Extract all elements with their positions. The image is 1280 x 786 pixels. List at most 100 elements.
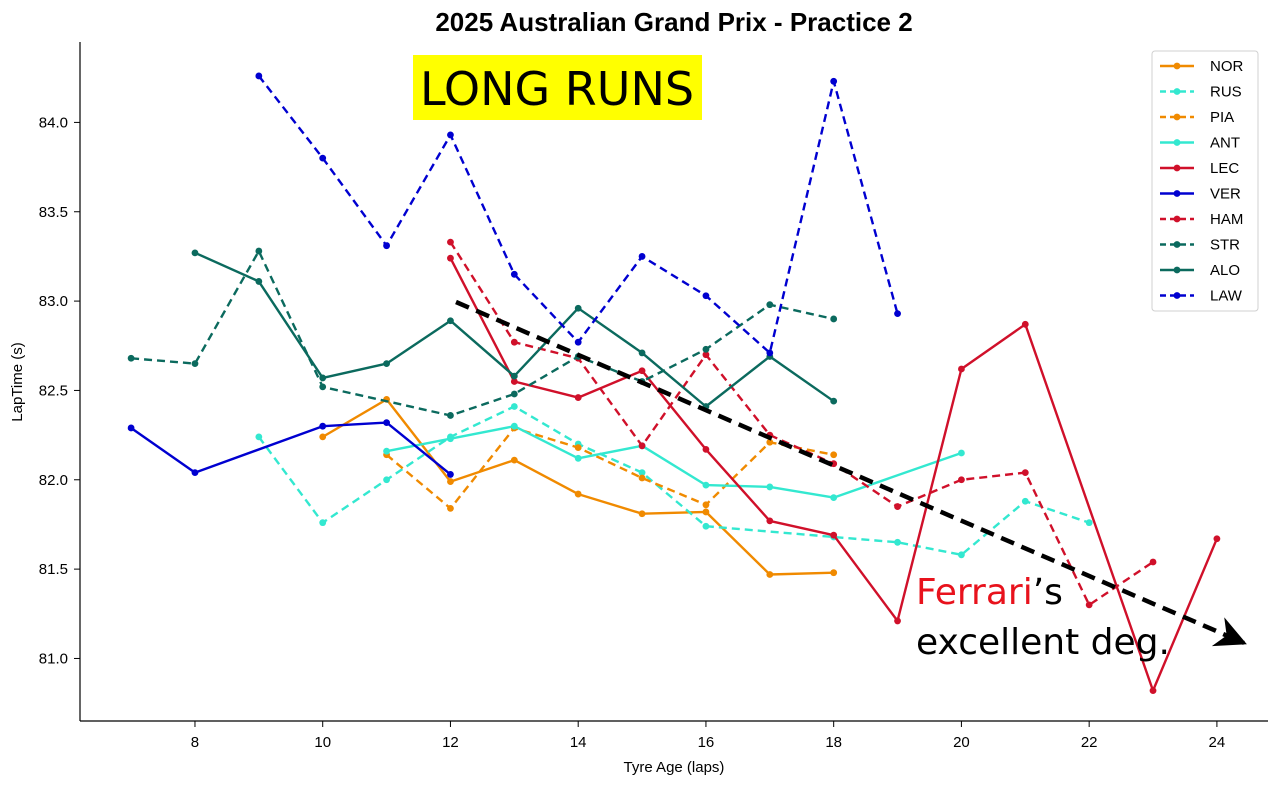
data-point-str bbox=[255, 247, 263, 255]
data-point-alo bbox=[510, 372, 518, 380]
data-point-lec bbox=[638, 367, 646, 375]
data-point-lec bbox=[1213, 535, 1221, 543]
data-point-lec bbox=[447, 254, 454, 262]
legend-marker-pia bbox=[1173, 113, 1181, 121]
data-point-rus bbox=[638, 469, 646, 477]
legend-marker-alo bbox=[1173, 266, 1181, 274]
x-axis-label: Tyre Age (laps) bbox=[624, 759, 725, 776]
x-tick-label: 24 bbox=[1209, 734, 1226, 751]
data-point-lec bbox=[1021, 320, 1029, 328]
legend-marker-law bbox=[1173, 292, 1181, 299]
data-point-pia bbox=[638, 474, 646, 482]
x-tick-label: 12 bbox=[442, 734, 459, 751]
data-point-law bbox=[638, 253, 646, 260]
y-tick-label: 84.0 bbox=[39, 114, 68, 131]
data-point-nor bbox=[702, 508, 710, 516]
legend-marker-ham bbox=[1173, 215, 1181, 223]
data-point-alo bbox=[447, 317, 454, 325]
data-point-lec bbox=[510, 378, 518, 385]
data-point-ham bbox=[894, 503, 901, 510]
data-point-nor bbox=[510, 456, 518, 464]
legend-label-alo: ALO bbox=[1210, 262, 1240, 279]
legend-item-alo: ALO bbox=[1160, 262, 1240, 279]
series-line-pia bbox=[385, 426, 834, 510]
data-point-rus bbox=[255, 433, 263, 441]
data-point-str bbox=[191, 360, 199, 368]
data-point-lec bbox=[1149, 687, 1157, 695]
legend-label-ant: ANT bbox=[1210, 135, 1240, 152]
data-point-lec bbox=[958, 365, 965, 373]
legend-marker-lec bbox=[1173, 164, 1181, 172]
legend-item-lec: LEC bbox=[1160, 160, 1239, 177]
data-point-alo bbox=[255, 278, 263, 285]
legend-item-ant: ANT bbox=[1160, 135, 1240, 152]
data-point-pia bbox=[574, 444, 582, 452]
legend-label-ham: HAM bbox=[1210, 211, 1243, 228]
legend-label-rus: RUS bbox=[1210, 84, 1242, 101]
data-point-lec bbox=[702, 446, 710, 453]
series-alo bbox=[191, 249, 838, 410]
legend-frame bbox=[1151, 50, 1259, 312]
data-point-law bbox=[319, 154, 327, 162]
legend-label-str: STR bbox=[1210, 237, 1240, 254]
legend-item-pia: PIA bbox=[1160, 109, 1234, 126]
data-point-lec bbox=[766, 517, 774, 525]
data-point-nor bbox=[319, 433, 327, 441]
data-point-lec bbox=[894, 617, 901, 625]
data-point-nor bbox=[447, 478, 454, 485]
series-ham bbox=[447, 238, 1157, 609]
data-point-ant bbox=[383, 447, 390, 455]
series-lec bbox=[447, 254, 1221, 695]
data-point-str bbox=[766, 301, 774, 309]
axes bbox=[79, 42, 1268, 722]
data-point-rus bbox=[1085, 519, 1093, 527]
data-point-ham bbox=[510, 338, 518, 346]
x-tick-label: 22 bbox=[1081, 734, 1098, 751]
series-line-lec bbox=[449, 257, 1219, 692]
note-possessive: ’s bbox=[1033, 572, 1063, 613]
legend-label-law: LAW bbox=[1210, 288, 1243, 305]
data-point-alo bbox=[191, 249, 199, 257]
data-point-law bbox=[574, 338, 582, 346]
legend-label-pia: PIA bbox=[1210, 109, 1234, 126]
note-line-2: excellent deg. bbox=[916, 622, 1170, 663]
x-tick-label: 18 bbox=[825, 734, 842, 751]
data-point-law bbox=[766, 349, 774, 357]
data-point-alo bbox=[830, 397, 838, 405]
series-str bbox=[127, 247, 838, 419]
data-point-str bbox=[319, 383, 327, 391]
data-point-ham bbox=[1021, 469, 1029, 477]
data-point-ant bbox=[830, 494, 838, 502]
legend-item-rus: RUS bbox=[1160, 84, 1242, 101]
data-point-ver bbox=[383, 419, 390, 426]
legend-marker-ant bbox=[1173, 139, 1181, 146]
legend-item-str: STR bbox=[1160, 237, 1240, 254]
data-point-alo bbox=[383, 360, 390, 368]
data-point-str bbox=[127, 354, 135, 362]
data-point-alo bbox=[574, 304, 582, 312]
y-tick-label: 82.0 bbox=[39, 472, 68, 489]
x-tick-label: 8 bbox=[191, 734, 199, 751]
data-point-ham bbox=[1149, 558, 1157, 566]
data-point-law bbox=[702, 292, 710, 300]
data-point-alo bbox=[638, 349, 646, 357]
data-point-rus bbox=[510, 403, 518, 410]
series-rus bbox=[255, 403, 1093, 559]
data-point-rus bbox=[958, 551, 965, 559]
y-tick-label: 83.5 bbox=[39, 204, 68, 221]
chart-title: 2025 Australian Grand Prix - Practice 2 bbox=[435, 7, 912, 37]
data-point-ham bbox=[638, 442, 646, 450]
legend-marker-ver bbox=[1173, 190, 1181, 197]
data-point-ant bbox=[958, 449, 965, 457]
banner-text: LONG RUNS bbox=[420, 62, 694, 116]
data-point-str bbox=[510, 390, 518, 398]
data-point-ver bbox=[127, 424, 135, 432]
data-point-ham bbox=[1085, 601, 1093, 609]
data-point-law bbox=[894, 310, 901, 317]
data-point-rus bbox=[702, 522, 710, 530]
data-point-pia bbox=[702, 501, 710, 509]
data-point-ver bbox=[191, 469, 199, 477]
legend-marker-nor bbox=[1173, 62, 1181, 70]
y-tick-label: 81.0 bbox=[39, 650, 68, 667]
series-line-ant bbox=[386, 425, 962, 499]
